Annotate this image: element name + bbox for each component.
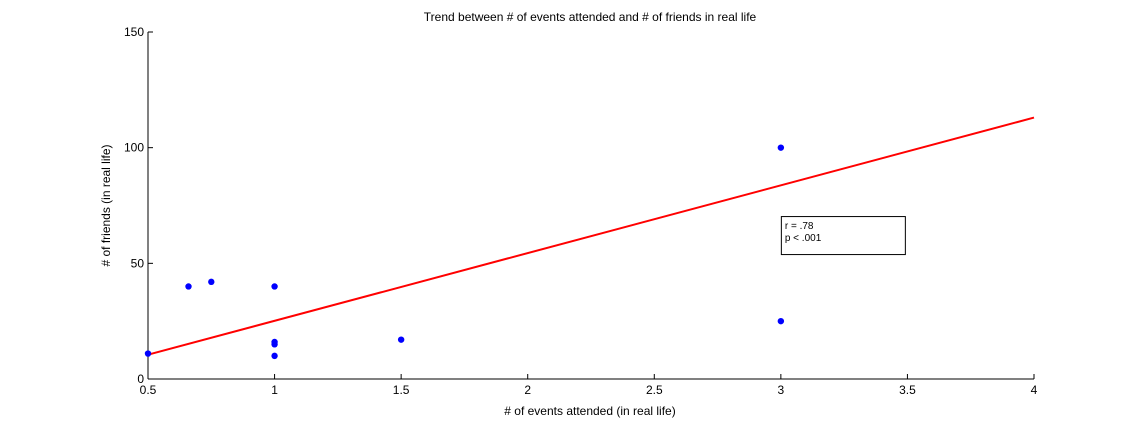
x-tick-label: 3.5 <box>899 383 916 397</box>
y-tick-label: 50 <box>131 256 145 270</box>
stats-annotation: r = .78 p < .001 <box>780 216 906 256</box>
x-axis-label: # of events attended (in real life) <box>504 404 675 418</box>
x-tick-label: 4 <box>1031 383 1038 397</box>
y-ticks: 0 50 100 150 <box>124 25 153 386</box>
data-point <box>271 341 278 348</box>
data-point <box>777 144 785 151</box>
x-tick-label: 1.5 <box>393 383 410 397</box>
data-point <box>397 336 405 343</box>
trend-line-layer <box>147 116 1035 356</box>
data-point <box>777 317 785 325</box>
regression-line <box>147 116 1035 356</box>
y-tick-label: 150 <box>124 25 144 39</box>
y-tick-label: 100 <box>124 141 144 155</box>
data-point <box>271 352 278 360</box>
data-point <box>208 278 215 286</box>
x-tick-label: 0.5 <box>140 383 157 397</box>
data-point <box>144 350 152 357</box>
x-tick-label: 2.5 <box>646 383 663 397</box>
chart-title: Trend between # of events attended and #… <box>424 10 757 24</box>
points-layer <box>144 144 785 360</box>
annotation-box <box>780 216 906 256</box>
data-point <box>185 283 192 290</box>
data-point <box>271 283 278 290</box>
x-tick-label: 1 <box>271 383 278 397</box>
annotation-r-text: r = .78 <box>785 221 814 232</box>
annotation-p-text: p < .001 <box>785 233 822 244</box>
y-axis-label: # of friends (in real life) <box>99 144 113 266</box>
axes-frame <box>147 32 1034 380</box>
x-tick-label: 3 <box>778 383 785 397</box>
y-tick-label: 0 <box>137 372 144 386</box>
x-tick-label: 2 <box>524 383 531 397</box>
x-ticks: 0.5 1 1.5 2 2.5 3 3.5 4 <box>140 374 1038 397</box>
